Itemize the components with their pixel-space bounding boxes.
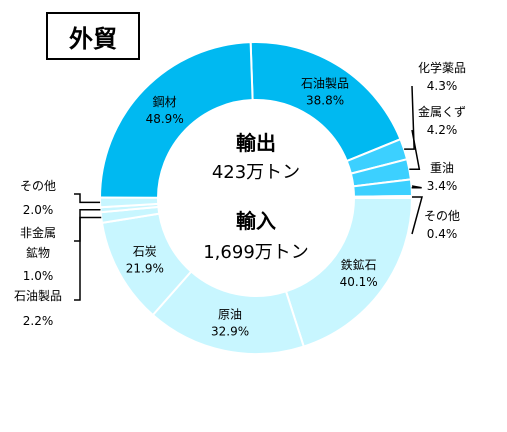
leader-line: [411, 196, 423, 235]
outside-label: 鉱物: [26, 245, 50, 260]
outside-value: 4.2%: [427, 123, 458, 137]
outside-label: その他: [20, 179, 56, 193]
center-import-value: 1,699万トン: [203, 242, 309, 263]
leader-line: [74, 216, 102, 301]
slice-tekkoseki-value: 40.1%: [340, 275, 378, 289]
outside-value: 3.4%: [427, 179, 458, 193]
outside-label: 非金属: [20, 225, 56, 240]
outside-value: 1.0%: [23, 269, 54, 283]
outside-value: 0.4%: [427, 227, 458, 241]
leader-line: [404, 85, 415, 150]
outside-label: 化学薬品: [418, 60, 466, 75]
slice-koza-label: 鋼材: [153, 95, 177, 109]
slice-sekitan-label: 石炭: [133, 244, 157, 258]
outside-value: 4.3%: [427, 79, 458, 93]
outside-value: 2.2%: [23, 314, 54, 328]
center-import-label: 輸入: [236, 209, 276, 233]
outside-label: 石油製品: [14, 289, 62, 303]
export-slice: [98, 41, 254, 199]
leader-line: [411, 185, 422, 189]
outside-label: 金属くず: [418, 104, 466, 119]
slice-tekkoseki-label: 鉄鉱石: [341, 257, 377, 272]
slice-sekiyu-export-value: 38.8%: [306, 93, 344, 107]
slice-koza-value: 48.9%: [146, 112, 184, 126]
slice-sekiyu-export-label: 石油製品: [301, 76, 349, 90]
chart-title: 外貿: [46, 12, 140, 60]
outside-label: その他: [424, 209, 460, 223]
leader-line: [74, 193, 101, 204]
slice-genyu-value: 32.9%: [211, 324, 249, 338]
slice-sekitan-value: 21.9%: [126, 261, 164, 275]
leader-line: [409, 129, 421, 171]
import-slice: [284, 197, 414, 348]
import-slice: [99, 196, 160, 209]
leader-line: [74, 209, 101, 242]
slice-genyu-label: 原油: [218, 307, 242, 321]
outside-label: 重油: [430, 161, 454, 175]
center-export-label: 輸出: [236, 131, 276, 155]
outside-value: 2.0%: [23, 203, 54, 217]
center-export-value: 423万トン: [212, 162, 300, 183]
